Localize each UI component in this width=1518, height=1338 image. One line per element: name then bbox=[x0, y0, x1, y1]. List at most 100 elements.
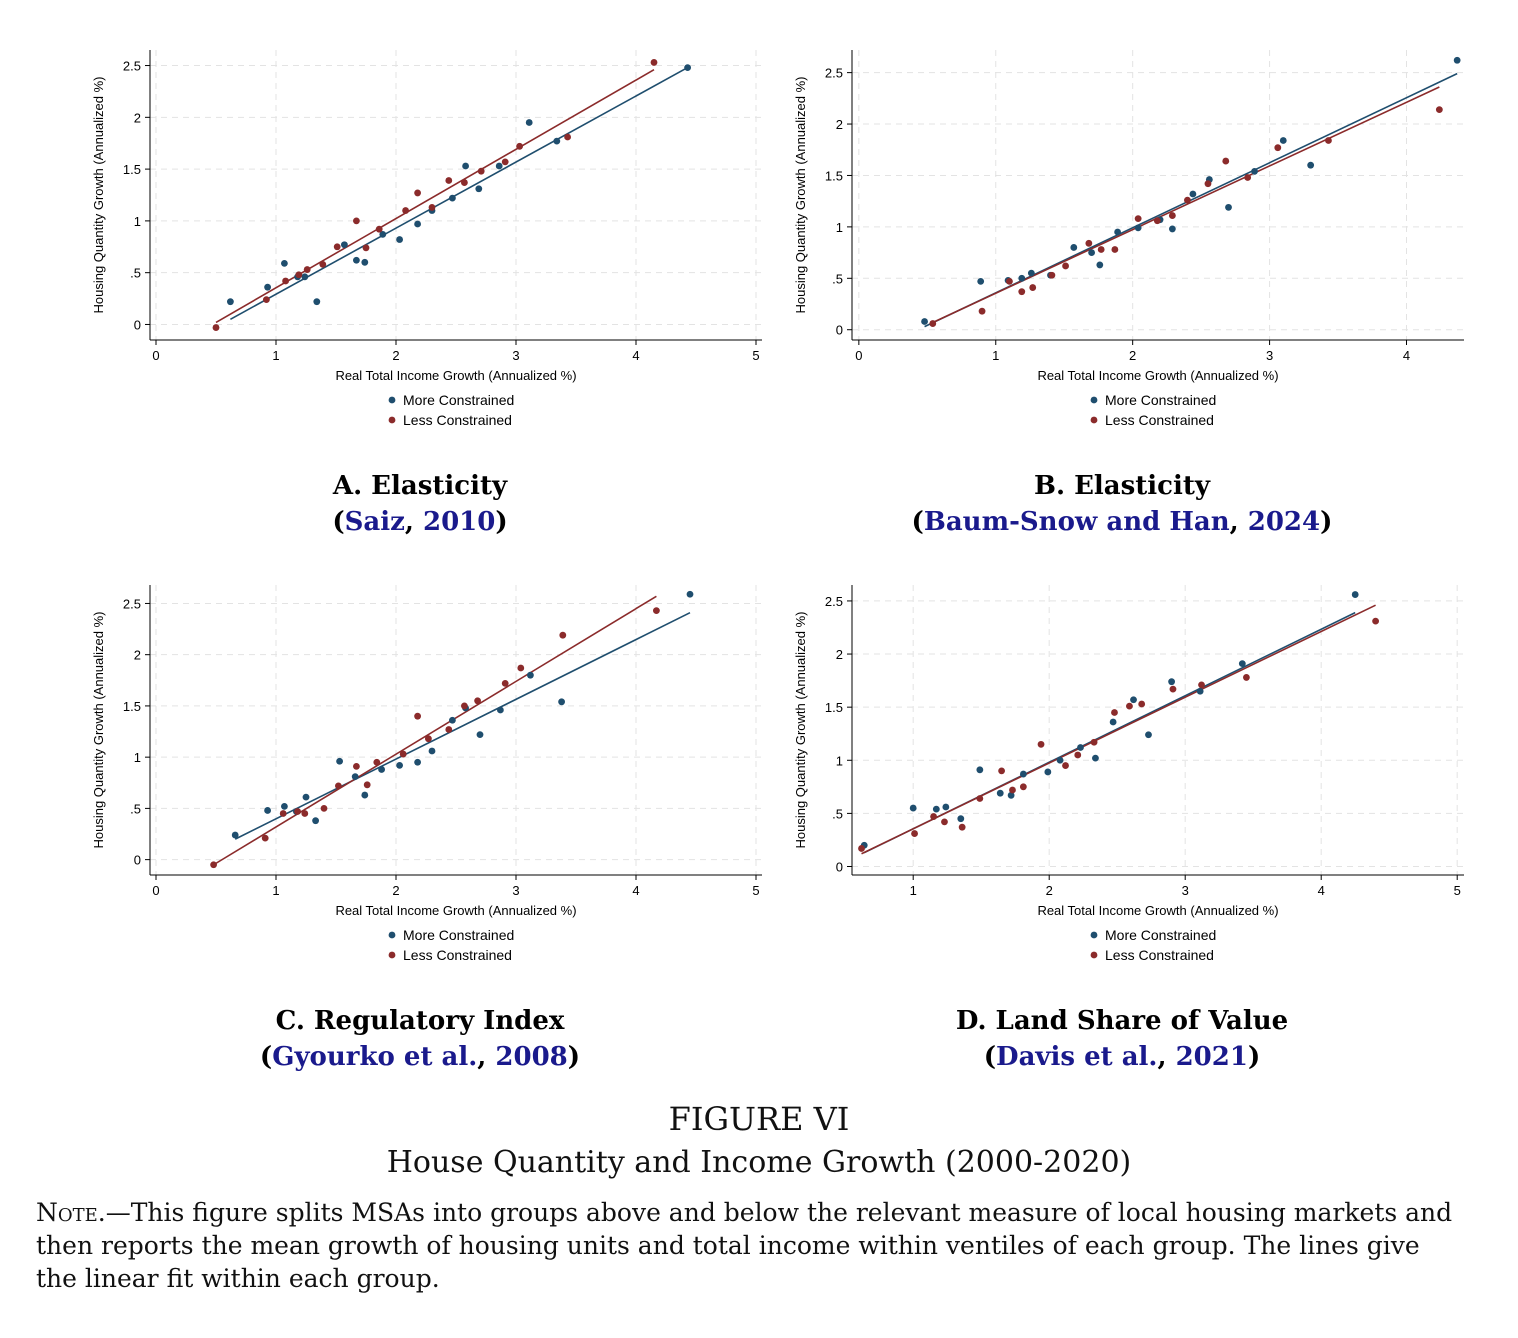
data-point-more bbox=[476, 731, 484, 739]
legend-marker bbox=[388, 396, 396, 404]
citation-year-b[interactable]: 2024 bbox=[1247, 507, 1321, 537]
x-axis-label: Real Total Income Growth (Annualized %) bbox=[335, 903, 576, 918]
data-point-more bbox=[976, 766, 984, 774]
data-point-less bbox=[1090, 738, 1098, 746]
data-point-more bbox=[379, 230, 387, 238]
data-point-less bbox=[445, 726, 453, 733]
data-point-less bbox=[1134, 215, 1142, 223]
y-axis-label: Housing Quantity Growth (Annualized %) bbox=[793, 611, 808, 848]
legend-label: Less Constrained bbox=[1105, 947, 1214, 963]
data-point-more bbox=[313, 298, 321, 306]
data-point-less bbox=[564, 133, 571, 141]
legend-label: More Constrained bbox=[1105, 392, 1216, 408]
data-point-more bbox=[396, 761, 403, 769]
scatter-chart-a: 0 .5 1 1.5 2 2.5 0 1 2 3 4 5 Real Total Income Growt… bbox=[91, 50, 762, 428]
y-tick-label: 1 bbox=[134, 750, 141, 765]
scatter-chart-d: 0 .5 1 1.5 2 2.5 1 2 3 4 5 Real Total Income Growth… bbox=[793, 585, 1464, 963]
x-tick-label: 2 bbox=[1046, 883, 1053, 898]
data-point-less bbox=[333, 243, 341, 251]
y-tick-label: .5 bbox=[832, 271, 843, 286]
data-point-more bbox=[336, 757, 343, 765]
data-point-less bbox=[445, 177, 453, 184]
data-point-more bbox=[1027, 269, 1035, 277]
data-point-less bbox=[428, 204, 436, 211]
fit-line-more bbox=[230, 66, 688, 320]
data-point-more bbox=[1114, 228, 1122, 236]
y-tick-label: 1 bbox=[134, 214, 141, 229]
data-point-less bbox=[858, 845, 865, 852]
x-tick-label: 4 bbox=[632, 883, 639, 898]
y-tick-label: 2 bbox=[134, 110, 141, 125]
y-tick-label: 0 bbox=[134, 853, 141, 868]
y-tick-label: .5 bbox=[832, 806, 843, 821]
x-tick-label: 4 bbox=[1318, 883, 1325, 898]
citation-year-d[interactable]: 2021 bbox=[1175, 1042, 1248, 1072]
x-tick-label: 4 bbox=[1403, 348, 1410, 363]
data-point-less bbox=[375, 225, 383, 233]
data-point-more bbox=[1070, 244, 1078, 251]
citation-link-b[interactable]: Baum-Snow and Han bbox=[923, 507, 1230, 537]
data-point-less bbox=[402, 207, 409, 214]
data-point-less bbox=[477, 167, 485, 175]
x-tick-label: 5 bbox=[752, 348, 759, 363]
citation-link-d[interactable]: Davis et al. bbox=[996, 1042, 1158, 1072]
data-point-more bbox=[361, 791, 369, 799]
x-tick-label: 3 bbox=[512, 883, 519, 898]
y-tick-label: 2.5 bbox=[825, 594, 843, 609]
data-point-more bbox=[231, 831, 239, 839]
y-tick-label: 1 bbox=[836, 753, 843, 768]
data-point-less bbox=[320, 804, 328, 812]
data-point-more bbox=[1096, 261, 1104, 269]
data-point-less bbox=[282, 277, 289, 285]
citation-year-a[interactable]: 2010 bbox=[423, 507, 496, 537]
data-point-more bbox=[1168, 678, 1175, 686]
y-tick-label: .5 bbox=[130, 801, 141, 816]
panel-title-c: C. Regulatory Index (Gyourko et al., 200… bbox=[259, 1006, 581, 1072]
data-point-less bbox=[516, 142, 523, 150]
data-point-less bbox=[1325, 137, 1332, 144]
data-point-less bbox=[1018, 288, 1026, 296]
y-axis-label: Housing Quantity Growth (Annualized %) bbox=[91, 76, 106, 313]
data-point-more bbox=[996, 789, 1004, 797]
data-point-less bbox=[294, 808, 301, 815]
citation-link-c[interactable]: Gyourko et al. bbox=[272, 1042, 478, 1072]
data-point-less bbox=[653, 607, 660, 615]
data-point-less bbox=[941, 818, 948, 826]
data-point-less bbox=[958, 823, 966, 831]
data-point-more bbox=[414, 220, 421, 228]
figure-label: FIGURE VI bbox=[668, 1100, 850, 1138]
data-point-more bbox=[957, 815, 965, 823]
y-axis-label: Housing Quantity Growth (Annualized %) bbox=[91, 611, 106, 848]
fit-line-more bbox=[234, 611, 691, 840]
data-point-less bbox=[414, 189, 421, 197]
citation-link-a[interactable]: Saiz bbox=[344, 507, 405, 537]
data-point-less bbox=[1111, 709, 1118, 716]
data-point-more bbox=[302, 793, 310, 801]
fit-line-less bbox=[215, 68, 655, 324]
y-tick-label: .5 bbox=[130, 266, 141, 281]
x-tick-label: 2 bbox=[392, 883, 399, 898]
data-point-less bbox=[1184, 196, 1191, 204]
y-tick-label: 1.5 bbox=[825, 168, 843, 183]
x-tick-label: 3 bbox=[512, 348, 519, 363]
x-tick-label: 5 bbox=[1454, 883, 1461, 898]
data-point-more bbox=[495, 162, 503, 170]
data-point-more bbox=[525, 119, 533, 126]
data-point-more bbox=[1168, 225, 1176, 233]
data-point-less bbox=[1074, 751, 1082, 759]
data-point-less bbox=[976, 795, 984, 802]
x-tick-label: 0 bbox=[152, 348, 159, 363]
data-point-less bbox=[1153, 217, 1161, 225]
data-point-more bbox=[1189, 190, 1197, 198]
citation-year-c[interactable]: 2008 bbox=[495, 1042, 568, 1072]
data-point-less bbox=[501, 679, 509, 687]
y-tick-label: 0 bbox=[836, 323, 843, 338]
x-axis-label: Real Total Income Growth (Annualized %) bbox=[1037, 903, 1278, 918]
data-point-more bbox=[558, 698, 565, 706]
data-point-more bbox=[909, 804, 917, 812]
data-point-less bbox=[911, 830, 918, 837]
y-tick-label: 2.5 bbox=[123, 596, 141, 611]
data-point-more bbox=[1130, 696, 1137, 704]
y-tick-label: 2 bbox=[134, 648, 141, 663]
x-tick-label: 1 bbox=[910, 883, 917, 898]
